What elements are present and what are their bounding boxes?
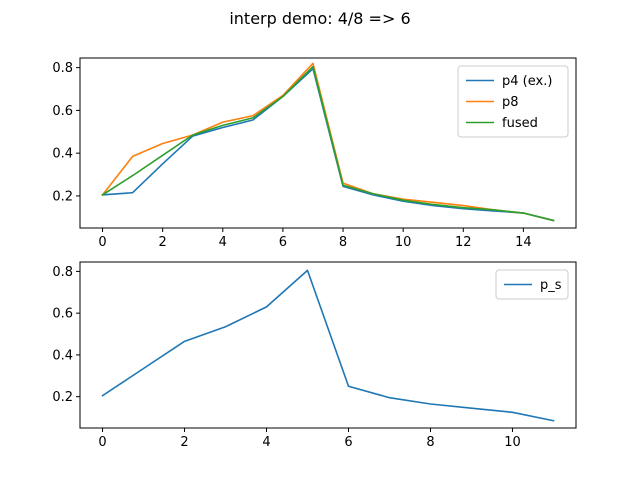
subplot-2-y-tick-label: 0.4 <box>52 348 73 363</box>
subplot-2-x-tick-label: 0 <box>98 435 106 450</box>
subplot-1-legend-box <box>457 65 569 138</box>
subplot-1-x-tick-label: 14 <box>515 235 532 250</box>
top-subplot: 0 2 4 6 8 10 12 14 0.2 0.4 0.6 0.8 p4 (ex.) p8 fused <box>52 57 577 250</box>
subplot-1-x-tick-label: 6 <box>279 235 287 250</box>
subplot-1-x-tick-label: 12 <box>455 235 472 250</box>
subplot-1-legend-label-3: fused <box>502 116 538 131</box>
subplot-2-x-tick-label: 4 <box>262 435 270 450</box>
subplot-1-x-tick-label: 2 <box>159 235 167 250</box>
subplot-1-y-tick-label: 0.4 <box>52 147 73 162</box>
subplot-2-frame <box>79 261 577 429</box>
subplot-2-x-tick-label: 2 <box>180 435 188 450</box>
bottom-subplot: 0 2 4 6 8 10 0.2 0.4 0.6 0.8 p_s <box>52 261 577 450</box>
subplot-2-series-line-1 <box>101 269 555 422</box>
subplot-1-legend-label-1: p4 (ex.) <box>502 74 552 89</box>
subplot-2-legend-label-1: p_s <box>540 278 562 293</box>
subplot-2-x-tick-label: 10 <box>504 435 521 450</box>
subplot-1-x-tick-label: 8 <box>339 235 347 250</box>
subplot-1-x-tick-label: 0 <box>98 235 106 250</box>
subplot-1-legend-label-2: p8 <box>502 95 519 110</box>
subplot-2-y-tick-label: 0.8 <box>52 265 73 280</box>
subplot-1-x-tick-label: 4 <box>219 235 227 250</box>
subplot-2-x-tick-label: 8 <box>426 435 434 450</box>
subplot-2-y-tick-label: 0.2 <box>52 390 73 405</box>
subplot-2-y-tick-label: 0.6 <box>52 307 73 322</box>
subplot-1-legend: p4 (ex.) p8 fused <box>457 65 569 138</box>
subplot-2-legend: p_s <box>495 269 569 300</box>
subplot-1-x-tick-label: 10 <box>395 235 412 250</box>
subplot-1-y-tick-label: 0.2 <box>52 189 73 204</box>
subplot-1-y-tick-label: 0.8 <box>52 61 73 76</box>
subplot-2-x-tick-label: 6 <box>344 435 352 450</box>
subplot-1-frame <box>79 57 577 229</box>
subplot-1-series-line-3 <box>101 65 555 222</box>
figure-title: interp demo: 4/8 => 6 <box>229 9 410 28</box>
subplot-1-y-tick-label: 0.6 <box>52 104 73 119</box>
